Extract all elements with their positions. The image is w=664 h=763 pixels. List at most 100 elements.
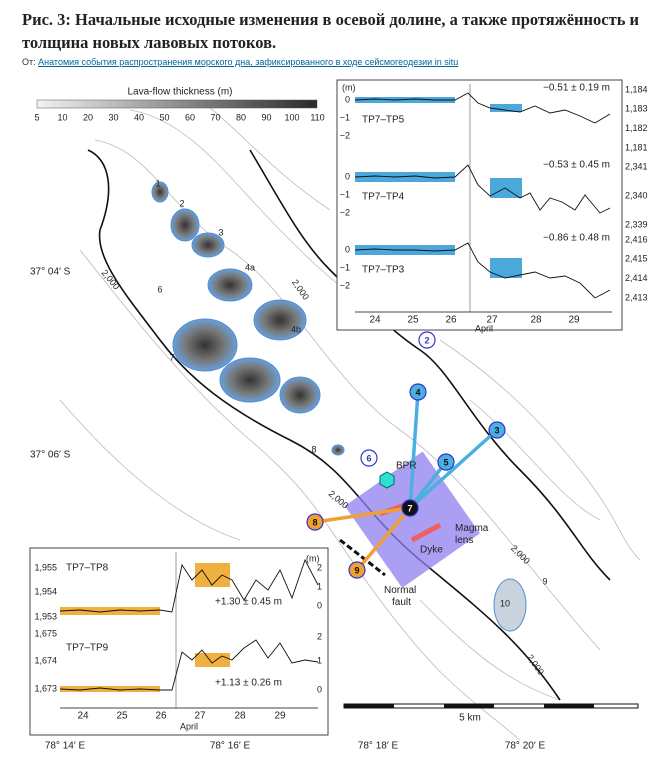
station xyxy=(409,383,427,401)
x-tick: 26 xyxy=(155,711,167,722)
lava-flow xyxy=(253,299,307,341)
station xyxy=(437,453,455,471)
inset-top xyxy=(336,79,623,331)
left-tick: 0 xyxy=(345,94,350,104)
stations xyxy=(306,331,506,579)
feature-label: Magma lens xyxy=(455,523,489,546)
normal-fault xyxy=(339,538,386,577)
lat-label: 37° 04′ S xyxy=(30,267,71,278)
panel-result: +1.30 ± 0.45 m xyxy=(215,597,282,608)
scale-bar-seg xyxy=(444,704,494,708)
baseline xyxy=(408,460,448,510)
left-tick: −1 xyxy=(340,262,350,272)
station xyxy=(348,561,366,579)
panel-name: TP7–TP3 xyxy=(362,265,405,276)
mean-band xyxy=(490,104,522,112)
flow-label: 10 xyxy=(500,598,510,608)
source-link[interactable]: Анатомия события распространения морског… xyxy=(38,57,459,67)
source-prefix: От: xyxy=(22,57,36,67)
contour xyxy=(439,339,641,561)
contours xyxy=(59,99,641,741)
lon-label: 78° 18′ E xyxy=(358,741,399,752)
left-tick: −1 xyxy=(340,112,350,122)
lon-label: 78° 16′ E xyxy=(210,741,251,752)
right-tick: 0 xyxy=(317,600,322,610)
unit-label: (m) xyxy=(306,553,320,563)
month-label: April xyxy=(475,323,493,333)
right-tick: 2 xyxy=(317,631,322,641)
depth-line xyxy=(87,149,561,701)
right-tick: 2,413 xyxy=(625,292,648,302)
baselines xyxy=(314,391,499,572)
right-tick: 1,181 xyxy=(625,142,648,152)
figure-title: Рис. 3: Начальные исходные изменения в о… xyxy=(22,10,640,52)
x-tick: 28 xyxy=(530,315,542,326)
station xyxy=(306,513,324,531)
station xyxy=(360,449,378,467)
feature-label: Normal fault xyxy=(384,585,416,608)
depth-label: 2,000 xyxy=(509,543,532,566)
right-tick: 1,182 xyxy=(625,123,648,133)
colorbar-tick: 90 xyxy=(261,112,271,122)
colorbar-tick: 40 xyxy=(134,112,144,122)
colorbar xyxy=(36,99,318,109)
panel-result: −0.51 ± 0.19 m xyxy=(543,83,610,94)
flow-label: 3 xyxy=(218,227,223,237)
left-tick: 0 xyxy=(345,244,350,254)
left-tick: 0 xyxy=(345,171,350,181)
labels: Lava-flow thickness (m)5 10 20 30 40 50 60 70 80… xyxy=(30,82,648,751)
station xyxy=(418,331,436,349)
colorbar-tick: 5 xyxy=(34,112,39,122)
station-label: 2 xyxy=(424,335,429,345)
colorbar-title: Lava-flow thickness (m) xyxy=(127,87,232,98)
station-label: 3 xyxy=(494,425,499,435)
x-tick: 26 xyxy=(445,315,457,326)
contour xyxy=(59,399,241,541)
x-tick: 27 xyxy=(194,711,206,722)
flow-label: 4a xyxy=(245,262,255,272)
source-line: От: Анатомия события распространения мор… xyxy=(22,57,458,67)
station-label: 7 xyxy=(407,503,412,513)
colorbar-tick: 100 xyxy=(284,112,299,122)
unit-label: (m) xyxy=(342,82,356,92)
x-tick: 29 xyxy=(568,315,580,326)
station xyxy=(488,421,506,439)
left-tick: 1,674 xyxy=(34,655,57,665)
station-label: 6 xyxy=(366,453,371,463)
flow-label: 9 xyxy=(542,576,547,586)
flow-label: 1 xyxy=(155,178,160,188)
right-tick: 2,415 xyxy=(625,254,648,264)
colorbar-tick: 110 xyxy=(310,112,324,122)
magma-lens xyxy=(344,451,480,588)
flow-label: 2 xyxy=(179,198,184,208)
right-tick: 0 xyxy=(317,684,322,694)
left-tick: 1,673 xyxy=(34,683,57,693)
station-label: 9 xyxy=(354,565,359,575)
right-tick: 2,414 xyxy=(625,273,648,283)
baseline xyxy=(408,428,499,510)
mean-band xyxy=(490,178,522,198)
depth-lines xyxy=(87,149,611,701)
lava-flow xyxy=(151,181,169,203)
bpr-marker xyxy=(379,471,395,489)
inset-bottom xyxy=(29,547,329,736)
feature-label: BPR xyxy=(396,461,417,472)
lava-flow xyxy=(279,376,321,414)
mean-band xyxy=(490,258,522,278)
baseline xyxy=(314,506,411,524)
colorbar-tick: 20 xyxy=(83,112,93,122)
right-tick: 2,339 xyxy=(625,219,648,229)
lava-flow xyxy=(207,268,253,302)
station-label: 8 xyxy=(312,517,317,527)
left-tick: −2 xyxy=(340,207,350,217)
left-tick: 1,953 xyxy=(34,611,57,621)
panel-result: −0.86 ± 0.48 m xyxy=(543,233,610,244)
series-line xyxy=(354,242,611,299)
scale-label: 5 km xyxy=(459,713,481,724)
scale-bar-seg xyxy=(544,704,594,708)
panel-name: TP7–TP8 xyxy=(66,563,109,574)
x-tick: 28 xyxy=(234,711,246,722)
